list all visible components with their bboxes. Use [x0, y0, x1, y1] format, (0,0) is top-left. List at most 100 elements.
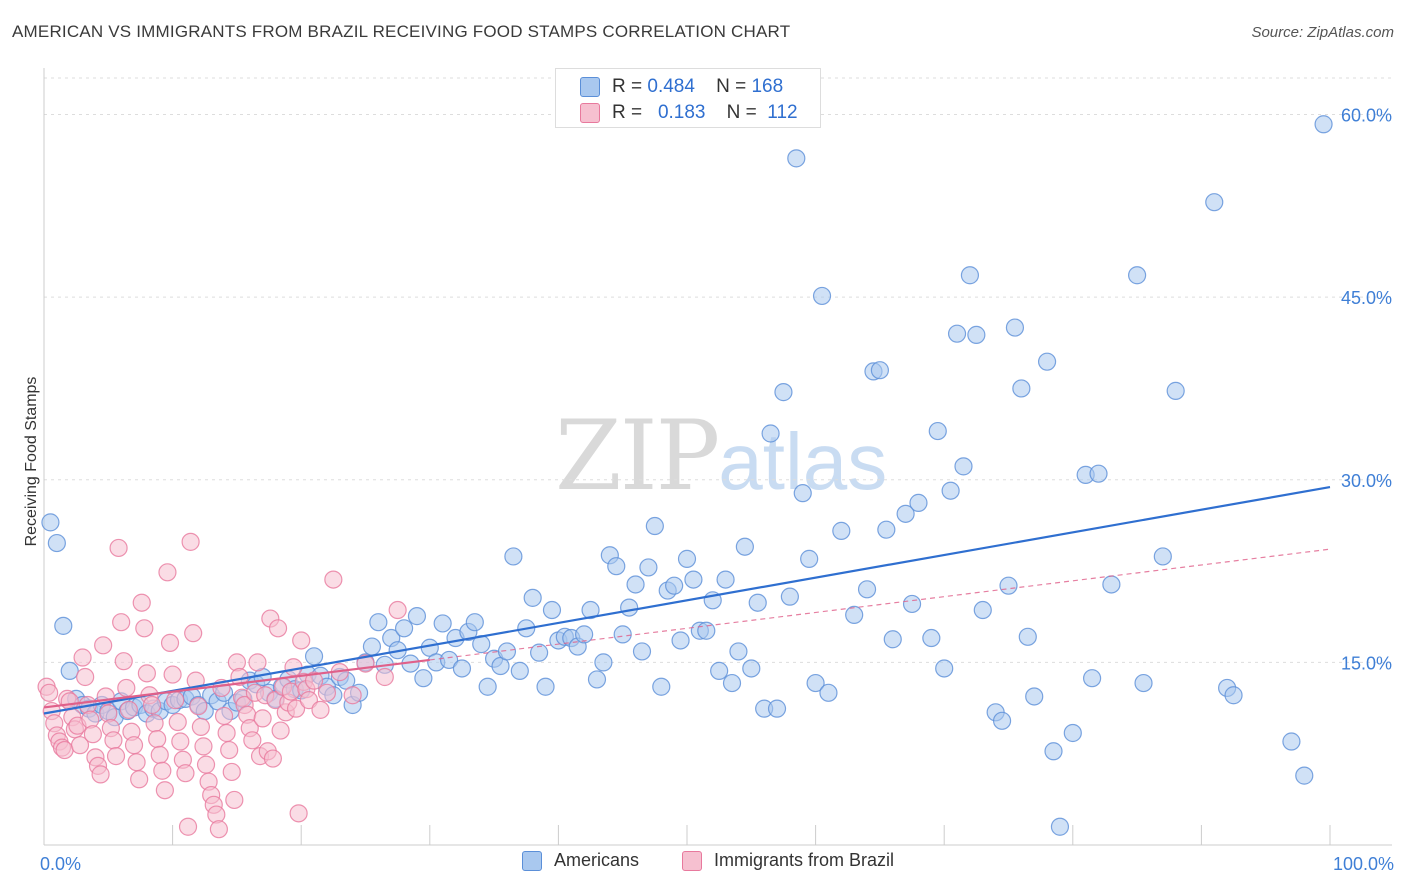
- brazil-point-96: [284, 658, 303, 677]
- source-credit: Source: ZipAtlas.com: [1251, 24, 1394, 41]
- brazil-point-48: [160, 633, 180, 653]
- brazil-point-82: [248, 653, 267, 672]
- american-point-151: [1063, 723, 1082, 743]
- american-point-51: [369, 613, 388, 632]
- american-point-71: [497, 642, 517, 661]
- legend-swatch-americans: [522, 850, 542, 871]
- brazil-point-34: [124, 736, 144, 755]
- brazil-point-51: [168, 712, 187, 732]
- american-point-2: [54, 616, 73, 635]
- americans-trend-line: [43, 485, 1331, 715]
- american-point-165: [1314, 115, 1333, 134]
- brazil-point-52: [171, 732, 190, 751]
- american-point-41: [304, 647, 324, 666]
- legend-item-brazil[interactable]: Immigrants from Brazil: [682, 850, 894, 871]
- brazil-point-7: [55, 740, 74, 760]
- brazil-point-67: [209, 820, 228, 839]
- american-point-77: [536, 677, 555, 696]
- brazil-point-88: [263, 749, 283, 768]
- american-point-117: [793, 484, 812, 503]
- american-point-106: [722, 673, 742, 693]
- american-point-134: [935, 659, 954, 678]
- american-point-1: [47, 533, 66, 553]
- american-point-135: [941, 481, 960, 500]
- american-point-163: [1282, 732, 1301, 751]
- brazil-point-39: [137, 664, 156, 683]
- stats-row-americans: R = 0.484 N = 168: [580, 75, 783, 99]
- american-point-156: [1127, 266, 1147, 285]
- americans-n-value: 168: [751, 76, 784, 97]
- brazil-point-71: [220, 740, 239, 760]
- american-point-143: [999, 576, 1018, 595]
- watermark: ZIPatlas: [555, 400, 887, 512]
- brazil-point-22: [94, 636, 113, 655]
- american-point-133: [928, 421, 947, 441]
- american-point-108: [735, 537, 754, 556]
- american-point-107: [729, 642, 748, 661]
- american-point-137: [954, 457, 973, 476]
- legend-label-americans: Americans: [554, 850, 640, 870]
- brazil-point-38: [135, 619, 154, 638]
- american-point-144: [1005, 318, 1025, 337]
- american-point-61: [433, 614, 452, 633]
- brazil-point-41: [142, 695, 162, 715]
- american-point-118: [800, 549, 819, 568]
- legend-label-brazil: Immigrants from Brazil: [714, 850, 895, 870]
- bottom-legend: Americans Immigrants from Brazil: [0, 850, 1406, 880]
- brazil-point-105: [317, 683, 337, 702]
- american-point-64: [452, 659, 472, 678]
- y-tick-label-2: 45.0%: [1341, 288, 1392, 308]
- brazil-point-43: [148, 729, 167, 749]
- american-point-68: [478, 677, 497, 696]
- american-point-149: [1044, 742, 1063, 761]
- american-point-102: [697, 621, 716, 640]
- american-point-126: [870, 361, 890, 380]
- brazil-point-61: [194, 737, 213, 756]
- brazil-point-97: [286, 699, 306, 718]
- american-point-128: [883, 630, 902, 649]
- brazil-point-102: [299, 691, 319, 710]
- american-point-122: [832, 521, 851, 540]
- brazil-point-31: [117, 678, 136, 698]
- american-point-55: [394, 619, 414, 638]
- americans-r-value: 0.484: [647, 76, 695, 97]
- american-point-140: [973, 600, 992, 620]
- brazil-point-108: [343, 686, 362, 705]
- brazil-point-57: [184, 624, 203, 643]
- american-point-97: [665, 576, 684, 595]
- american-point-146: [1018, 627, 1037, 646]
- legend-item-americans[interactable]: Americans: [522, 850, 639, 871]
- american-point-109: [742, 659, 761, 678]
- american-point-157: [1134, 673, 1153, 693]
- brazil-point-37: [132, 593, 151, 612]
- american-point-113: [767, 699, 787, 718]
- x-tick-label-1: 100.0%: [1333, 854, 1394, 874]
- american-point-138: [960, 266, 980, 285]
- american-point-110: [748, 593, 767, 612]
- y-tick-label-3: 60.0%: [1341, 106, 1392, 126]
- brazil-point-91: [271, 721, 290, 740]
- american-point-78: [542, 600, 562, 620]
- brazil-point-90: [268, 619, 288, 638]
- brazil-point-99: [292, 631, 311, 650]
- american-point-154: [1089, 464, 1108, 483]
- american-point-86: [594, 653, 613, 672]
- brazil-point-32: [119, 700, 138, 719]
- americans-n-label: N =: [716, 76, 747, 97]
- american-point-93: [639, 558, 658, 577]
- american-point-92: [632, 642, 652, 661]
- brazil-point-14: [73, 648, 92, 667]
- american-point-84: [581, 600, 600, 620]
- american-point-120: [812, 286, 832, 306]
- brazil-point-29: [112, 613, 131, 632]
- american-point-91: [626, 575, 645, 594]
- brazil-point-15: [76, 667, 95, 687]
- brazil-point-55: [178, 817, 198, 836]
- american-point-127: [877, 520, 896, 539]
- brazil-point-60: [191, 717, 210, 737]
- brazil-point-36: [130, 770, 149, 789]
- americans-swatch: [580, 77, 600, 97]
- brazil-point-28: [109, 538, 128, 558]
- brazil-point-72: [222, 762, 241, 782]
- american-point-90: [620, 598, 639, 617]
